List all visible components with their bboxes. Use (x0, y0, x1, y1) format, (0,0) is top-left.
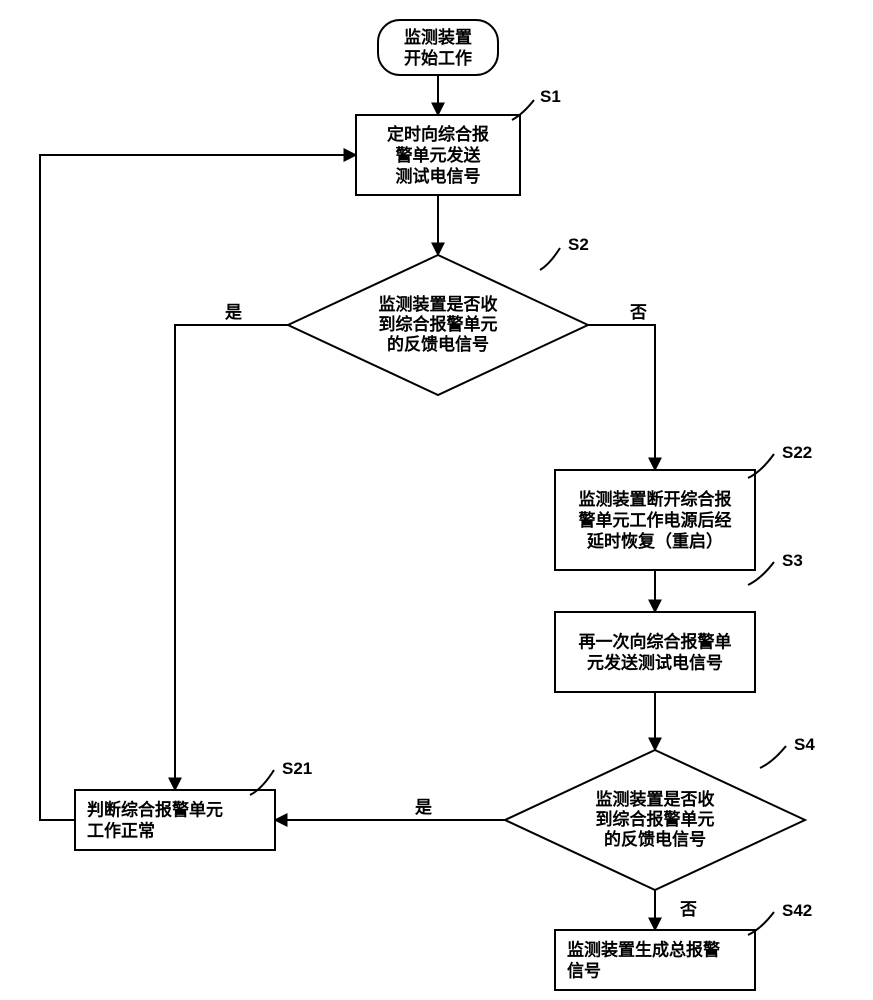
node-s2: 监测装置是否收到综合报警单元的反馈电信号 S2 (288, 235, 589, 395)
s4-callout (760, 746, 786, 768)
edge-s2-no-s22 (588, 325, 655, 470)
s21-shape (75, 790, 275, 850)
s42-step-label: S42 (782, 901, 812, 920)
s3-shape (555, 612, 755, 692)
edge-label-s2-no-s22: 否 (629, 303, 647, 322)
node-start: 监测装置开始工作 (378, 20, 498, 75)
s2-text: 监测装置是否收到综合报警单元的反馈电信号 (379, 294, 498, 354)
s1-text: 定时向综合报警单元发送测试电信号 (387, 124, 489, 186)
node-s4: 监测装置是否收到综合报警单元的反馈电信号 S4 (505, 735, 815, 890)
s2-step-label: S2 (568, 235, 589, 254)
s42-shape (555, 930, 755, 990)
s1-callout (512, 100, 534, 120)
node-s22: 监测装置断开综合报警单元工作电源后经延时恢复（重启） S22 (555, 443, 812, 570)
s4-step-label: S4 (794, 735, 815, 754)
s21-step-label: S21 (282, 759, 312, 778)
s22-text: 监测装置断开综合报警单元工作电源后经延时恢复（重启） (578, 489, 732, 551)
node-s1: 定时向综合报警单元发送测试电信号 S1 (356, 87, 561, 195)
edge-label-s2-yes-s21: 是 (225, 303, 242, 322)
edge-s21-s1 (40, 155, 356, 820)
node-s3: 再一次向综合报警单元发送测试电信号 S3 (555, 551, 803, 692)
s22-step-label: S22 (782, 443, 812, 462)
s1-step-label: S1 (540, 87, 561, 106)
node-s21: 判断综合报警单元工作正常 S21 (75, 759, 312, 850)
s4-text: 监测装置是否收到综合报警单元的反馈电信号 (596, 789, 715, 849)
s2-callout (540, 248, 560, 270)
edge-label-s4-no-s42: 否 (679, 900, 697, 919)
s3-step-label: S3 (782, 551, 803, 570)
edge-s2-yes-s21 (175, 325, 288, 790)
edge-label-s4-yes-s21: 是 (415, 798, 432, 817)
